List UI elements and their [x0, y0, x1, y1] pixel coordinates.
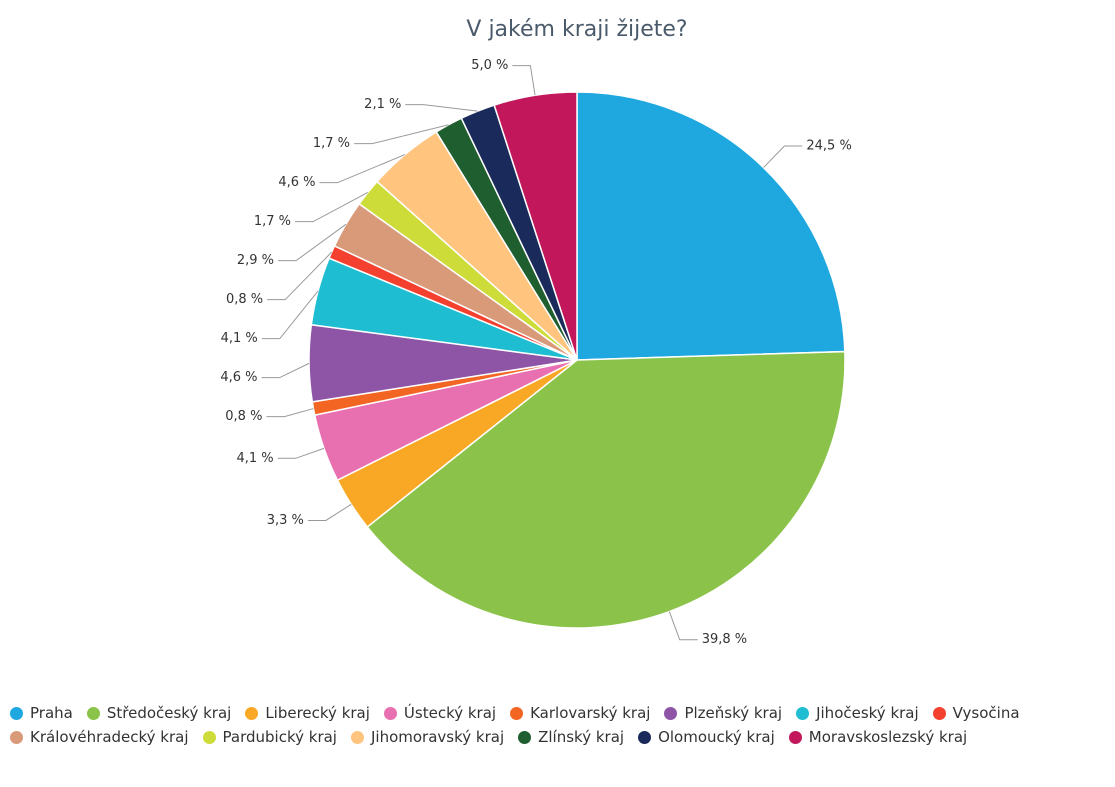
legend-swatch — [383, 706, 397, 720]
data-label: 2,9 % — [237, 253, 274, 268]
legend-swatch — [350, 730, 364, 744]
data-label: 2,1 % — [364, 97, 401, 112]
legend-swatch — [10, 706, 23, 720]
legend-item[interactable]: Jihomoravský kraj — [350, 727, 505, 747]
legend-label: Liberecký kraj — [265, 704, 370, 722]
leader-line — [277, 447, 325, 459]
legend-label: Jihomoravský kraj — [370, 728, 505, 746]
legend-swatch — [638, 730, 652, 744]
data-label: 0,8 % — [226, 292, 263, 307]
leader-line — [261, 362, 310, 379]
leader-line — [405, 104, 478, 112]
legend: Praha Středočeský kraj Liberecký kraj Ústec… — [10, 703, 1115, 751]
legend-item[interactable]: Vysočina — [932, 703, 1020, 723]
pie-slice — [493, 91, 578, 361]
legend-swatch — [796, 706, 810, 720]
legend-label: Ústecký kraj — [403, 704, 497, 722]
data-label: 1,7 % — [313, 136, 350, 151]
legend-item[interactable]: Jihočeský kraj — [796, 703, 919, 723]
legend-swatch — [245, 706, 259, 720]
legend-label: Praha — [30, 704, 73, 722]
legend-item[interactable]: Středočeský kraj — [86, 703, 232, 723]
legend-item[interactable]: Olomoucký kraj — [638, 727, 775, 747]
leader-line — [307, 503, 352, 521]
legend-swatch — [518, 730, 532, 744]
data-label: 4,1 % — [221, 331, 258, 346]
leader-line — [319, 154, 406, 184]
legend-swatch — [510, 706, 524, 720]
legend-label: Pardubický kraj — [222, 728, 337, 746]
legend-item[interactable]: Liberecký kraj — [245, 703, 370, 723]
chart: V jakém kraji žijete? 24,5 % 39,8 % 3,3 % 4… — [220, 17, 851, 647]
legend-item[interactable]: Praha — [10, 703, 73, 723]
pie-slice — [576, 91, 846, 361]
chart-title: V jakém kraji žijete? — [466, 17, 687, 42]
legend-item[interactable]: Královéhradecký kraj — [10, 727, 189, 747]
legend-item[interactable]: Ústecký kraj — [383, 703, 497, 723]
data-label: 24,5 % — [806, 138, 851, 153]
data-label: 4,6 % — [220, 370, 257, 385]
legend-label: Vysočina — [952, 704, 1020, 722]
data-label: 4,1 % — [237, 451, 274, 466]
legend-label: Královéhradecký kraj — [30, 728, 189, 746]
leader-line — [668, 611, 698, 641]
data-label: 4,6 % — [278, 175, 315, 190]
legend-item[interactable]: Moravskoslezský kraj — [788, 727, 968, 747]
legend-swatch — [932, 706, 946, 720]
legend-swatch — [202, 730, 216, 744]
leader-line — [763, 145, 803, 168]
leader-line — [267, 251, 333, 301]
leader-line — [512, 65, 536, 96]
legend-label: Olomoucký kraj — [658, 728, 775, 746]
leader-line — [261, 290, 319, 340]
legend-label: Zlínský kraj — [538, 728, 625, 746]
legend-item[interactable]: Pardubický kraj — [202, 727, 337, 747]
legend-label: Moravskoslezský kraj — [808, 728, 968, 746]
leader-line — [266, 408, 314, 418]
legend-item[interactable]: Karlovarský kraj — [510, 703, 650, 723]
legend-swatch — [788, 730, 802, 744]
legend-label: Středočeský kraj — [106, 704, 232, 722]
leader-line — [354, 124, 449, 145]
legend-label: Plzeňský kraj — [684, 704, 783, 722]
leader-line — [295, 191, 369, 223]
legend-label: Karlovarský kraj — [530, 704, 651, 722]
data-label: 0,8 % — [225, 409, 262, 424]
legend-item[interactable]: Zlínský kraj — [518, 727, 624, 747]
legend-swatch — [664, 706, 678, 720]
data-label: 3,3 % — [267, 513, 304, 528]
legend-swatch — [10, 730, 23, 744]
data-label: 1,7 % — [254, 214, 291, 229]
legend-item[interactable]: Plzeňský kraj — [664, 703, 782, 723]
legend-swatch — [86, 706, 100, 720]
legend-label: Jihočeský kraj — [816, 704, 919, 722]
data-label: 39,8 % — [702, 632, 747, 647]
data-label: 5,0 % — [471, 58, 508, 73]
leader-line — [278, 223, 347, 262]
